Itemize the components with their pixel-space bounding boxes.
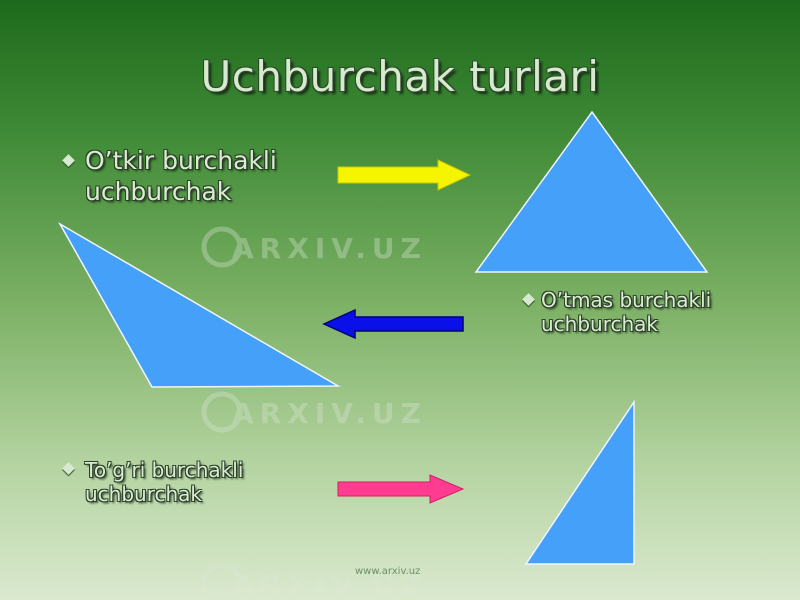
bullet-text: O’tmas burchakli uchburchak [541,288,712,337]
bullet-text: To’g’ri burchakli uchburchak [85,458,244,507]
yellow-arrow-right [337,159,472,191]
watermark-1: ARXIV.UZ [201,226,427,268]
footer-url: www.arxiv.uz [355,566,421,577]
right-triangle [524,399,635,565]
watermark-text: ARXIV.UZ [232,232,427,265]
bullet-text: O’tkir burchakli uchburchak [85,146,277,206]
blue-arrow-left [322,308,464,340]
pink-arrow-right [337,474,465,504]
acute-triangle [474,110,709,273]
slide-title: Uchburchak turlari [200,52,600,101]
diamond-bullet-icon [62,154,75,167]
watermark-text: ARXIV.UZ [232,568,427,600]
watermark-text: ARXIV.UZ [232,397,427,430]
diamond-bullet-icon [522,293,535,306]
watermark-group: ARXIV.UZ ARXIV.UZ ARXIV.UZ [201,226,427,600]
watermark-3: ARXIV.UZ [201,562,427,600]
bullet-right: To’g’ri burchakli uchburchak [62,458,325,507]
diamond-bullet-icon [62,462,75,475]
obtuse-triangle [57,221,341,388]
watermark-2: ARXIV.UZ [201,391,427,433]
bullet-acute: O’tkir burchakli uchburchak [62,146,345,207]
bullet-obtuse: O’tmas burchakli uchburchak [522,288,721,337]
